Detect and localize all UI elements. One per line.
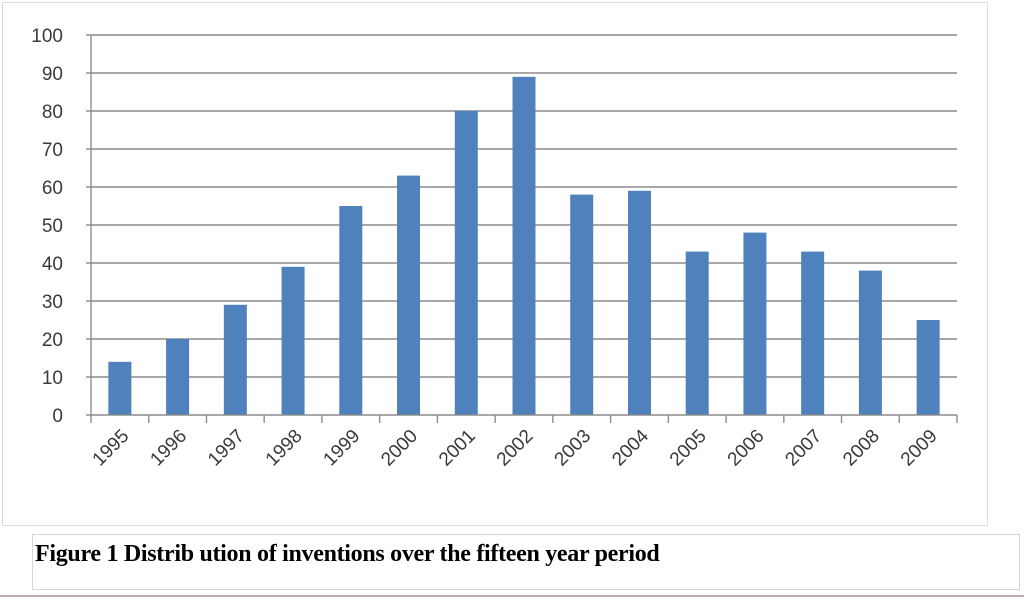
bar-2001 — [454, 111, 478, 415]
y-tick-labels: 0 10 20 30 40 50 60 70 80 90 100 — [31, 26, 63, 427]
y-tick-label: 80 — [42, 102, 63, 123]
figure-caption-box: Figure 1 Distrib ution of inventions ove… — [32, 534, 1020, 590]
x-tick-label: 1995 — [89, 426, 134, 471]
y-tick-label: 0 — [52, 406, 63, 427]
x-tick-label: 2005 — [666, 426, 711, 471]
bar-2003 — [570, 194, 594, 415]
x-tick-label: 2007 — [781, 426, 826, 471]
chart-area: 0 10 20 30 40 50 60 70 80 90 100 1995 1996 1997 1998 1… — [2, 2, 988, 526]
x-tick-labels: 1995 1996 1997 1998 1999 2000 2001 2002 2003 2004… — [89, 425, 942, 470]
x-tick-label: 2009 — [897, 426, 942, 471]
y-tick-label: 10 — [42, 368, 63, 389]
bar-2005 — [685, 251, 709, 415]
y-tick-label: 30 — [42, 292, 63, 313]
figure-caption: Figure 1 Distrib ution of inventions ove… — [35, 541, 660, 567]
y-tick-label: 20 — [42, 330, 63, 351]
bar-2002 — [512, 76, 536, 416]
x-tick-label: 2004 — [608, 425, 653, 470]
bar-1998 — [281, 266, 305, 415]
x-tick-label: 2000 — [377, 426, 422, 471]
bar-1996 — [166, 339, 190, 415]
bar-2008 — [858, 270, 882, 415]
x-tick-label: 2006 — [724, 426, 769, 471]
bar-2000 — [397, 175, 421, 415]
bar-2006 — [743, 232, 767, 415]
y-tick-label: 70 — [42, 140, 63, 161]
bar-2009 — [916, 320, 940, 415]
x-tick-label: 1999 — [320, 426, 365, 471]
x-tick-label: 2002 — [493, 426, 538, 471]
axes — [86, 34, 958, 423]
y-tick-label: 90 — [42, 64, 63, 85]
bottom-divider — [0, 595, 1024, 597]
y-tick-label: 40 — [42, 254, 63, 275]
bar-2004 — [627, 190, 651, 415]
x-tick-label: 2008 — [839, 426, 884, 471]
bar-2007 — [801, 251, 825, 415]
bar-1995 — [108, 361, 132, 415]
x-tick-label: 2003 — [551, 426, 596, 471]
x-tick-label: 1998 — [262, 426, 307, 471]
bar-1997 — [223, 304, 247, 415]
x-tick-label: 2001 — [435, 426, 480, 471]
bar-1999 — [339, 206, 363, 415]
bars — [108, 76, 940, 416]
y-tick-label: 100 — [31, 26, 63, 47]
y-tick-label: 50 — [42, 216, 63, 237]
y-tick-label: 60 — [42, 178, 63, 199]
x-tick-label: 1996 — [146, 426, 191, 471]
x-tick-label: 1997 — [204, 426, 249, 471]
